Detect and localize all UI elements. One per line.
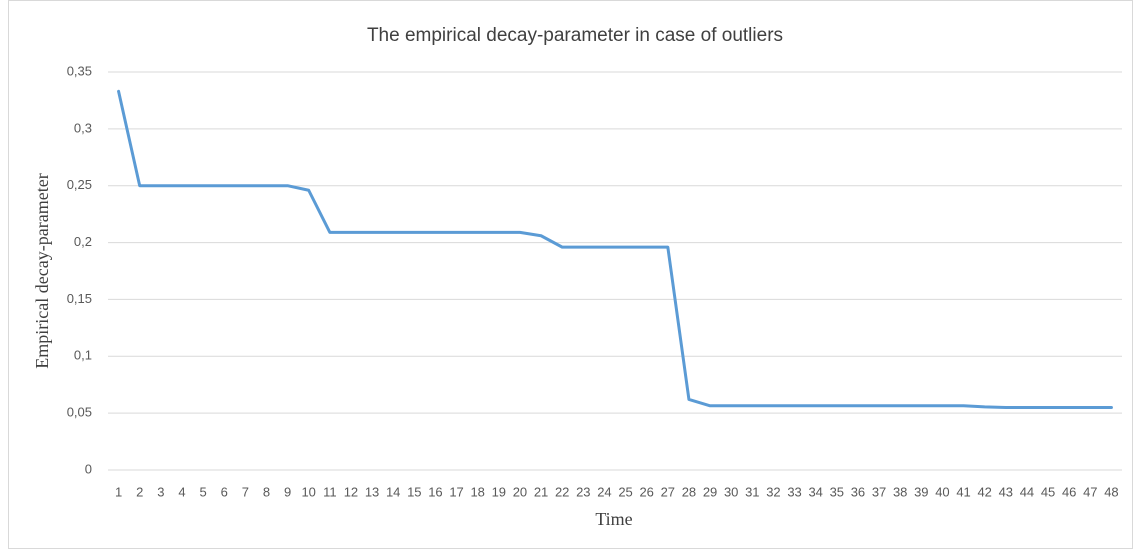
x-tick-label: 42 — [977, 484, 991, 499]
x-tick-label: 16 — [428, 484, 442, 499]
y-tick-label: 0,05 — [67, 405, 92, 420]
y-axis-label: Empirical decay-parameter — [32, 173, 52, 368]
x-tick-label: 15 — [407, 484, 421, 499]
x-tick-label: 5 — [199, 484, 206, 499]
x-tick-label: 37 — [872, 484, 886, 499]
x-tick-label: 40 — [935, 484, 949, 499]
x-tick-label: 30 — [724, 484, 738, 499]
x-tick-label: 8 — [263, 484, 270, 499]
y-tick-label: 0,15 — [67, 291, 92, 306]
x-tick-label: 25 — [618, 484, 632, 499]
chart-border — [8, 0, 1133, 549]
line — [117, 89, 1113, 409]
x-tick-label: 48 — [1104, 484, 1118, 499]
x-tick-label: 9 — [284, 484, 291, 499]
x-tick-label: 12 — [344, 484, 358, 499]
x-tick-label: 11 — [323, 484, 337, 499]
x-tick-label: 26 — [639, 484, 653, 499]
x-tick-label: 18 — [470, 484, 484, 499]
x-tick-label: 35 — [830, 484, 844, 499]
x-tick-label: 3 — [157, 484, 164, 499]
x-tick-label: 34 — [808, 484, 822, 499]
x-tick-label: 6 — [221, 484, 228, 499]
x-tick-label: 4 — [178, 484, 185, 499]
x-tick-label: 28 — [682, 484, 696, 499]
x-tick-label: 39 — [914, 484, 928, 499]
x-tick-label: 2 — [136, 484, 143, 499]
x-tick-label: 24 — [597, 484, 611, 499]
x-tick-label: 14 — [386, 484, 400, 499]
y-tick-label: 0,25 — [67, 177, 92, 192]
x-tick-label: 27 — [661, 484, 675, 499]
y-tick-label: 0 — [85, 461, 92, 476]
x-tick-label: 22 — [555, 484, 569, 499]
x-tick-label: 19 — [492, 484, 506, 499]
x-tick-label: 43 — [999, 484, 1013, 499]
y-tick-label: 0,3 — [74, 120, 92, 135]
x-tick-label: 32 — [766, 484, 780, 499]
x-tick-label: 38 — [893, 484, 907, 499]
chart-title: The empirical decay-parameter in case of… — [367, 25, 783, 46]
x-tick-label: 10 — [301, 484, 315, 499]
y-tick-label: 0,35 — [67, 63, 92, 78]
x-tick-label: 20 — [513, 484, 527, 499]
x-tick-label: 47 — [1083, 484, 1097, 499]
x-tick-label: 33 — [787, 484, 801, 499]
x-tick-label: 44 — [1020, 484, 1034, 499]
x-tick-label: 41 — [956, 484, 970, 499]
x-tick-label: 23 — [576, 484, 590, 499]
x-tick-label: 31 — [745, 484, 759, 499]
x-tick-label: 46 — [1062, 484, 1076, 499]
x-tick-label: 7 — [242, 484, 249, 499]
x-tick-label: 13 — [365, 484, 379, 499]
x-tick-label: 21 — [534, 484, 548, 499]
x-axis-label: Time — [595, 509, 632, 529]
y-tick-label: 0,1 — [74, 348, 92, 363]
x-tick-label: 17 — [449, 484, 463, 499]
y-tick-label: 0,2 — [74, 234, 92, 249]
x-tick-label: 36 — [851, 484, 865, 499]
x-tick-label: 45 — [1041, 484, 1055, 499]
x-tick-label: 1 — [115, 484, 122, 499]
x-tick-label: 29 — [703, 484, 717, 499]
